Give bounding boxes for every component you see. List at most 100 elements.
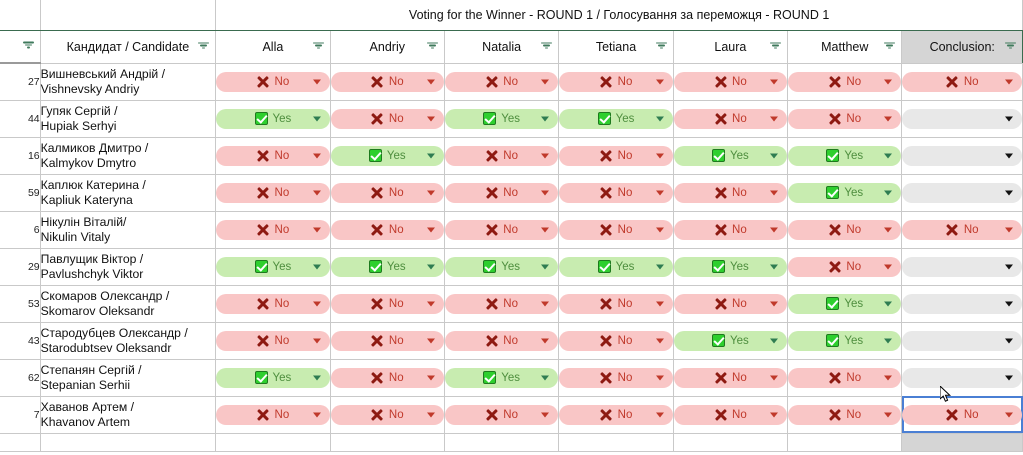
chevron-down-icon[interactable] bbox=[770, 412, 779, 417]
filter-icon-candidate[interactable] bbox=[198, 42, 210, 51]
chevron-down-icon[interactable] bbox=[655, 116, 664, 121]
vote-cell-alla[interactable]: Yes bbox=[215, 100, 331, 138]
chevron-down-icon[interactable] bbox=[770, 116, 779, 121]
chevron-down-icon[interactable] bbox=[884, 190, 893, 195]
column-header-alla[interactable]: Alla bbox=[215, 30, 331, 64]
chevron-down-icon[interactable] bbox=[541, 264, 550, 269]
vote-dropdown-tetiana[interactable]: No bbox=[559, 404, 673, 425]
chevron-down-icon[interactable] bbox=[770, 375, 779, 380]
candidate-cell[interactable]: Калмиков Дмитро / Kalmykov Dmytro bbox=[40, 137, 217, 175]
candidate-cell[interactable]: Вишневський Андрій / Vishnevsky Andriy bbox=[40, 63, 217, 101]
vote-dropdown-natalia[interactable]: Yes bbox=[444, 367, 559, 388]
chevron-down-icon[interactable] bbox=[541, 301, 550, 306]
conclusion-cell[interactable] bbox=[901, 100, 1023, 138]
chevron-down-icon[interactable] bbox=[312, 227, 321, 232]
vote-dropdown-laura[interactable]: No bbox=[673, 71, 788, 92]
vote-cell-natalia[interactable]: Yes bbox=[444, 248, 560, 286]
chevron-down-icon[interactable] bbox=[655, 301, 664, 306]
vote-dropdown-alla[interactable]: No bbox=[216, 182, 330, 203]
chevron-down-icon[interactable] bbox=[655, 412, 664, 417]
vote-dropdown-alla[interactable]: No bbox=[216, 404, 330, 425]
filter-icon-matthew[interactable] bbox=[884, 42, 896, 51]
chevron-down-icon[interactable] bbox=[426, 190, 435, 195]
vote-cell-tetiana[interactable]: No bbox=[558, 322, 674, 360]
vote-dropdown-andriy[interactable]: Yes bbox=[330, 256, 444, 277]
vote-dropdown-laura[interactable]: No bbox=[673, 108, 788, 129]
vote-cell-andriy[interactable]: No bbox=[330, 100, 445, 138]
chevron-down-icon[interactable] bbox=[1005, 412, 1013, 417]
chevron-down-icon[interactable] bbox=[312, 338, 321, 343]
vote-cell-matthew[interactable]: No bbox=[787, 100, 903, 138]
vote-cell-natalia[interactable]: Yes bbox=[444, 359, 560, 397]
chevron-down-icon[interactable] bbox=[312, 412, 321, 417]
vote-dropdown-andriy[interactable]: No bbox=[330, 182, 444, 203]
conclusion-dropdown[interactable]: No bbox=[902, 71, 1022, 92]
filter-icon-alla[interactable] bbox=[312, 42, 324, 51]
chevron-down-icon[interactable] bbox=[770, 79, 779, 84]
vote-dropdown-laura[interactable]: No bbox=[673, 219, 788, 240]
vote-cell-laura[interactable]: Yes bbox=[673, 137, 789, 175]
vote-dropdown-natalia[interactable]: No bbox=[444, 330, 559, 351]
vote-dropdown-matthew[interactable]: No bbox=[788, 367, 902, 388]
vote-cell-natalia[interactable]: No bbox=[444, 322, 560, 360]
vote-dropdown-matthew[interactable]: Yes bbox=[788, 145, 902, 166]
vote-dropdown-natalia[interactable]: Yes bbox=[444, 108, 559, 129]
conclusion-cell[interactable] bbox=[901, 137, 1023, 175]
conclusion-dropdown[interactable] bbox=[902, 367, 1022, 388]
vote-cell-natalia[interactable]: No bbox=[444, 396, 560, 434]
vote-cell-matthew[interactable]: No bbox=[787, 211, 903, 249]
vote-dropdown-tetiana[interactable]: No bbox=[559, 367, 673, 388]
vote-dropdown-andriy[interactable]: No bbox=[330, 293, 444, 314]
vote-dropdown-andriy[interactable]: No bbox=[330, 108, 444, 129]
chevron-down-icon[interactable] bbox=[770, 190, 779, 195]
chevron-down-icon[interactable] bbox=[1005, 153, 1013, 158]
chevron-down-icon[interactable] bbox=[884, 79, 893, 84]
vote-dropdown-tetiana[interactable]: No bbox=[559, 219, 673, 240]
vote-cell-andriy[interactable]: Yes bbox=[330, 137, 445, 175]
chevron-down-icon[interactable] bbox=[541, 116, 550, 121]
vote-cell-alla[interactable]: No bbox=[215, 322, 331, 360]
chevron-down-icon[interactable] bbox=[884, 153, 893, 158]
chevron-down-icon[interactable] bbox=[312, 375, 321, 380]
filter-icon-natalia[interactable] bbox=[541, 42, 553, 51]
vote-dropdown-laura[interactable]: No bbox=[673, 182, 788, 203]
conclusion-cell[interactable]: No bbox=[901, 211, 1023, 249]
vote-cell-laura[interactable]: No bbox=[673, 396, 789, 434]
vote-cell-matthew[interactable]: No bbox=[787, 63, 903, 101]
chevron-down-icon[interactable] bbox=[1005, 190, 1013, 195]
chevron-down-icon[interactable] bbox=[884, 375, 893, 380]
chevron-down-icon[interactable] bbox=[884, 301, 893, 306]
vote-cell-alla[interactable]: Yes bbox=[215, 248, 331, 286]
vote-cell-natalia[interactable]: No bbox=[444, 174, 560, 212]
vote-cell-matthew[interactable]: Yes bbox=[787, 174, 903, 212]
vote-dropdown-matthew[interactable]: No bbox=[788, 71, 902, 92]
vote-dropdown-alla[interactable]: Yes bbox=[216, 108, 330, 129]
vote-dropdown-alla[interactable]: No bbox=[216, 145, 330, 166]
vote-cell-andriy[interactable]: No bbox=[330, 396, 445, 434]
vote-dropdown-natalia[interactable]: Yes bbox=[444, 256, 559, 277]
conclusion-cell[interactable] bbox=[901, 285, 1023, 323]
vote-dropdown-alla[interactable]: No bbox=[216, 71, 330, 92]
conclusion-dropdown[interactable] bbox=[902, 256, 1022, 277]
chevron-down-icon[interactable] bbox=[312, 190, 321, 195]
chevron-down-icon[interactable] bbox=[884, 264, 893, 269]
vote-cell-laura[interactable]: No bbox=[673, 211, 789, 249]
filter-icon-laura[interactable] bbox=[770, 42, 782, 51]
vote-dropdown-andriy[interactable]: No bbox=[330, 330, 444, 351]
vote-cell-tetiana[interactable]: Yes bbox=[558, 248, 674, 286]
chevron-down-icon[interactable] bbox=[655, 190, 664, 195]
vote-cell-andriy[interactable]: No bbox=[330, 359, 445, 397]
vote-dropdown-tetiana[interactable]: Yes bbox=[559, 256, 673, 277]
vote-dropdown-alla[interactable]: No bbox=[216, 330, 330, 351]
vote-cell-andriy[interactable]: No bbox=[330, 211, 445, 249]
conclusion-cell[interactable]: No bbox=[901, 63, 1023, 101]
vote-dropdown-matthew[interactable]: No bbox=[788, 108, 902, 129]
vote-cell-alla[interactable]: No bbox=[215, 63, 331, 101]
vote-cell-tetiana[interactable]: No bbox=[558, 396, 674, 434]
vote-cell-laura[interactable]: No bbox=[673, 100, 789, 138]
vote-dropdown-matthew[interactable]: No bbox=[788, 404, 902, 425]
conclusion-dropdown[interactable] bbox=[902, 108, 1022, 129]
vote-cell-alla[interactable]: Yes bbox=[215, 359, 331, 397]
vote-dropdown-matthew[interactable]: Yes bbox=[788, 330, 902, 351]
vote-dropdown-natalia[interactable]: No bbox=[444, 71, 559, 92]
